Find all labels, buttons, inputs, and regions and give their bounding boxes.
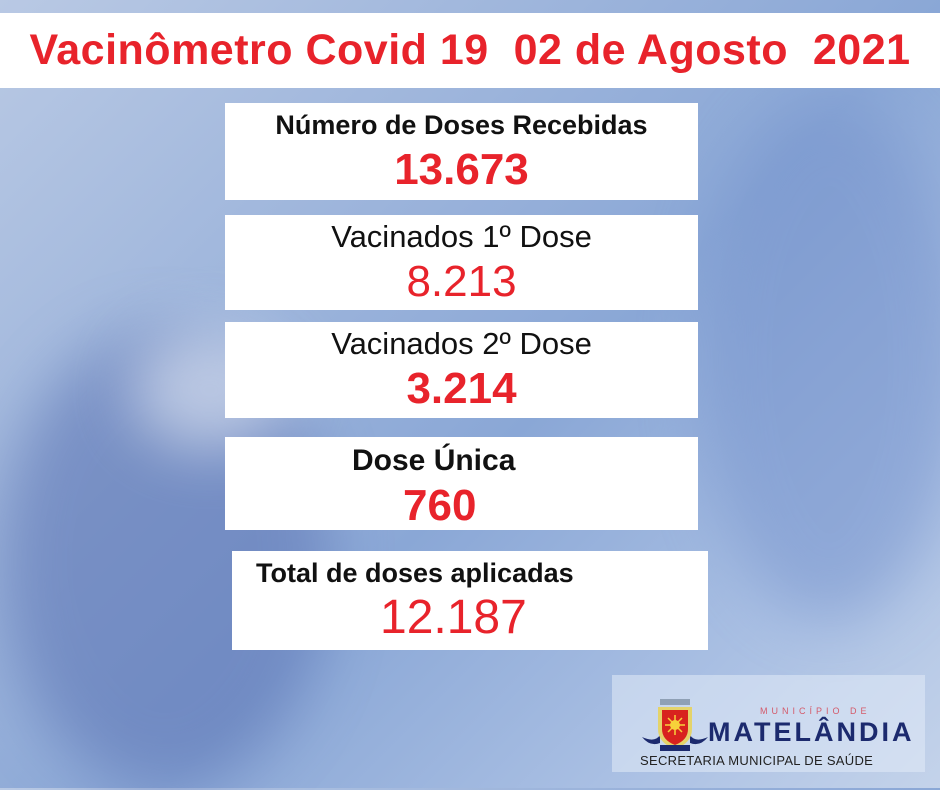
page-title: Vacinômetro Covid 19 02 de Agosto 2021	[29, 26, 911, 74]
card-label: Total de doses aplicadas	[256, 558, 574, 588]
card-primeira-dose: Vacinados 1º Dose 8.213	[225, 215, 698, 310]
card-label: Dose Única	[352, 444, 516, 477]
coat-of-arms-icon	[642, 699, 708, 751]
logo-secretaria-text: SECRETARIA MUNICIPAL DE SAÚDE	[640, 753, 874, 768]
card-dose-unica: Dose Única 760	[225, 437, 698, 530]
background-shape	[700, 100, 940, 620]
card-label: Vacinados 2º Dose	[331, 326, 592, 361]
card-doses-recebidas: Número de Doses Recebidas 13.673	[225, 103, 698, 200]
card-label: Vacinados 1º Dose	[331, 219, 592, 254]
municipality-logo: MUNICÍPIO DE MATELÂNDIA SECRETARIA MUNIC…	[612, 675, 925, 772]
card-value: 3.214	[406, 364, 517, 413]
title-banner: Vacinômetro Covid 19 02 de Agosto 2021	[0, 13, 940, 88]
card-value: 13.673	[394, 145, 529, 194]
card-value: 8.213	[406, 257, 517, 306]
card-total-aplicadas: Total de doses aplicadas 12.187	[232, 551, 708, 650]
logo-municipio-text: MUNICÍPIO DE	[760, 706, 871, 716]
card-value: 12.187	[380, 591, 527, 644]
card-segunda-dose: Vacinados 2º Dose 3.214	[225, 322, 698, 418]
card-label: Número de Doses Recebidas	[275, 110, 648, 140]
logo-city-name: MATELÂNDIA	[708, 717, 915, 747]
card-value: 760	[403, 481, 477, 530]
